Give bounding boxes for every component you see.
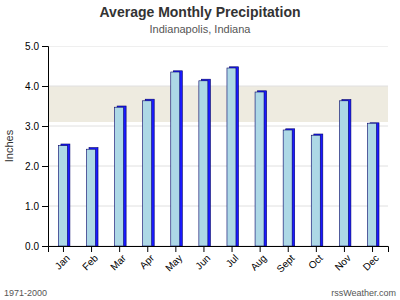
plot-marks [48,46,388,246]
x-tick-mark [316,246,317,252]
y-tick-label: 3.0 [25,121,39,132]
y-tick: 5.0 [25,41,48,52]
y-tick-mark [42,246,48,247]
bar [367,123,376,246]
y-tick-mark [42,126,48,127]
grid-line [48,126,388,127]
y-tick-mark [42,86,48,87]
x-tick-label: May [163,252,184,273]
bar [283,130,292,246]
y-tick-label: 2.0 [25,161,39,172]
y-tick-label: 5.0 [25,41,39,52]
bar [255,92,264,246]
y-axis-line [42,47,49,247]
x-tick: Aug [248,246,268,273]
x-tick-mark [91,246,92,252]
footer-left: 1971-2000 [4,288,47,298]
chart: 0.0 1.0 2.0 3.0 4.0 5.0 Jan Feb Mar Apr May Jun Jul A… [0,0,400,300]
x-tick: Sept [274,246,296,275]
bar [199,81,208,246]
y-tick-mark [42,46,48,47]
x-tick: Jan [53,246,72,272]
x-tick: Nov [333,246,353,273]
x-tick: Apr [137,246,156,271]
x-tick-label: Aug [248,252,268,272]
bar [311,135,320,246]
y-tick: 4.0 [25,81,48,92]
y-tick-label: 0.0 [25,241,39,252]
y-tick: 3.0 [25,121,48,132]
x-tick-label: Jan [53,252,72,271]
bar [143,101,152,246]
grid-line [48,246,388,247]
x-tick-label: Jun [193,252,212,271]
grid-line [48,206,388,207]
x-axis: Jan Feb Mar Apr May Jun Jul Aug Sept Oct Nov Dec [49,246,389,275]
x-tick-label: Sept [274,252,296,274]
grid-line [48,46,388,47]
x-tick-label: Mar [108,252,128,272]
y-tick: 0.0 [25,241,48,252]
y-tick-label: 4.0 [25,81,39,92]
x-tick-label: Dec [361,252,381,272]
bar [115,107,124,246]
y-tick-mark [42,206,48,207]
grid-line [48,86,388,87]
x-tick-mark [232,246,233,252]
y-tick: 1.0 [25,201,48,212]
x-tick-mark [288,246,289,252]
x-tick: Mar [108,246,128,272]
title: Average Monthly Precipitation [100,4,301,20]
bar [86,149,95,246]
x-tick: May [163,246,184,274]
bar [58,146,67,246]
y-tick: 2.0 [25,161,48,172]
x-axis-line [49,247,389,253]
y-axis: 0.0 1.0 2.0 3.0 4.0 5.0 [25,41,48,252]
x-tick: Jun [193,246,212,272]
x-tick: Jul [224,246,241,269]
bar-series [61,67,379,246]
x-tick-mark [260,246,261,252]
x-tick-label: Oct [306,252,325,271]
footer-right: rssWeather.com [331,288,396,298]
x-tick-mark [344,246,345,252]
x-tick-label: Apr [137,252,156,271]
y-tick-mark [42,166,48,167]
x-tick-mark [203,246,204,252]
x-tick-label: Jul [224,252,241,269]
x-tick: Dec [361,246,381,273]
grid [48,46,388,246]
grid-line [48,166,388,167]
shaded-band [48,86,388,122]
bar-series [58,68,376,246]
bar [171,72,180,246]
subtitle: Indianapolis, Indiana [150,23,252,35]
y-axis-title: Inches [3,129,15,162]
x-tick-mark [147,246,148,252]
x-tick-label: Nov [333,252,353,272]
x-tick: Oct [306,246,325,271]
x-tick-mark [175,246,176,252]
bars [58,67,379,246]
plot-area: 0.0 1.0 2.0 3.0 4.0 5.0 Jan Feb Mar Apr May Jun Jul A… [25,41,388,275]
x-tick-label: Feb [80,252,100,272]
x-tick-mark [372,246,373,252]
bar [227,68,236,246]
x-tick-mark [63,246,64,252]
x-tick: Feb [80,246,100,272]
y-tick-label: 1.0 [25,201,39,212]
x-tick-mark [119,246,120,252]
bar [339,101,348,246]
